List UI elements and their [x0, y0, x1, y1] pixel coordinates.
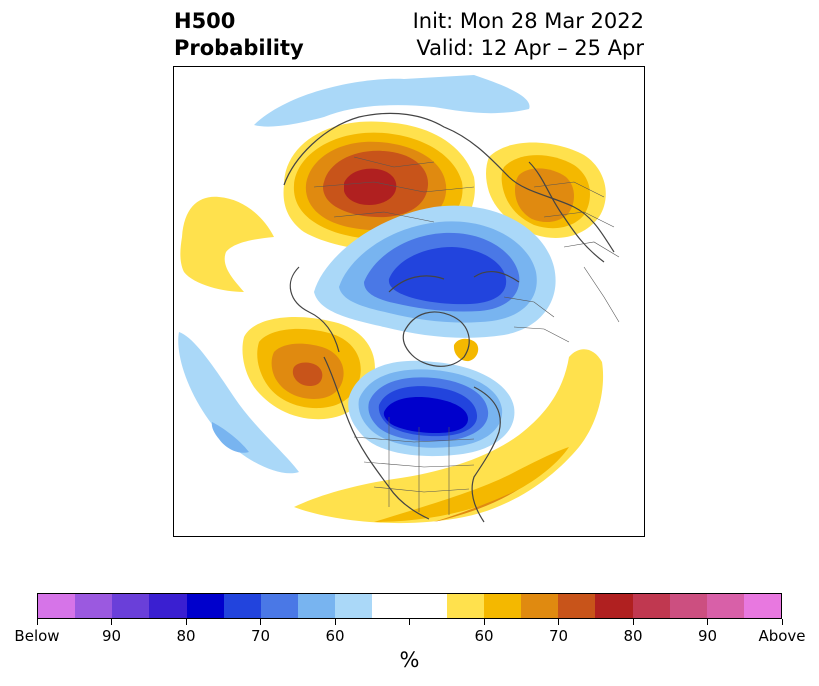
- colorbar-swatch: [743, 594, 782, 618]
- colorbar-swatch: [706, 594, 744, 618]
- blue-anomaly-southwest: [178, 332, 299, 474]
- colorbar-tick: [185, 619, 187, 625]
- colorbar-tick-label: 80: [176, 627, 196, 645]
- colorbar-swatch: [260, 594, 299, 618]
- coast-greenland: [402, 311, 470, 367]
- colorbar-swatch: [632, 594, 670, 618]
- coast-europe: [528, 161, 605, 263]
- warm-anomaly-south: [294, 349, 604, 524]
- borders: [313, 156, 620, 515]
- colorbar-tick: [409, 619, 410, 625]
- coast-eurasia: [283, 112, 615, 253]
- warm-pac-rust: [292, 362, 323, 387]
- colorbar-swatch: [558, 594, 596, 618]
- map-gap: [174, 285, 180, 315]
- colorbar-tick-label: 60: [474, 627, 494, 645]
- colorbar-swatch: [521, 594, 559, 618]
- blue-arctic-deep: [388, 247, 507, 305]
- coast-north-america-east: [471, 386, 501, 523]
- colorbar-swatch: [446, 594, 484, 618]
- colorbar-tick: [334, 619, 336, 625]
- colorbar-tick: [632, 619, 634, 625]
- colorbar-tick-label: 90: [101, 627, 122, 645]
- title-left: H500 Probability: [174, 8, 304, 62]
- colorbar-swatch: [335, 594, 373, 618]
- colorbar-tick-label: 70: [548, 627, 569, 645]
- blue-anomaly-arctic: [314, 205, 556, 338]
- colorbar-tick: [483, 619, 485, 625]
- colorbar-tick-label: 80: [623, 627, 643, 645]
- colorbar-swatch: [372, 594, 410, 618]
- colorbar-tick-label: 70: [250, 627, 271, 645]
- title-right: Init: Mon 28 Mar 2022 Valid: 12 Apr – 25…: [413, 8, 644, 62]
- colorbar-swatch: [112, 594, 150, 618]
- polar-map: [174, 75, 620, 524]
- colorbar-swatch: [298, 594, 336, 618]
- border-lines-2: [353, 417, 475, 515]
- warm-anomaly-pacific: [242, 317, 479, 420]
- coast-arctic-islands: [388, 270, 520, 293]
- colorbar-tick: [781, 619, 783, 625]
- colorbar: [37, 593, 782, 619]
- colorbar-swatch: [38, 594, 76, 618]
- blue-na-core: [383, 397, 468, 433]
- colorbar-swatch: [223, 594, 261, 618]
- colorbar-tick-label: Below: [14, 627, 60, 645]
- colorbar-tick: [111, 619, 112, 625]
- colorbar-tick-label: 90: [697, 627, 718, 645]
- warm-anomaly-northeast: [486, 142, 606, 238]
- blue-sw-mid: [211, 422, 249, 453]
- blue-anomaly-north: [254, 75, 530, 127]
- colorbar-swatch: [186, 594, 224, 618]
- colorbar-tick: [260, 619, 261, 625]
- coast-north-america-west: [323, 356, 430, 520]
- blue-sw-light: [178, 332, 299, 474]
- title-type: Probability: [174, 36, 304, 60]
- colorbar-swatch: [409, 594, 447, 618]
- blue-north-light: [254, 75, 530, 127]
- colorbar-tick: [36, 619, 38, 625]
- colorbar-swatch: [483, 594, 522, 618]
- colorbar-tick-label: Above: [758, 627, 806, 645]
- warm-small-gold: [453, 338, 479, 362]
- colorbar-swatch: [595, 594, 633, 618]
- coastlines: [283, 112, 615, 523]
- map-panel: [173, 66, 645, 537]
- colorbar-swatch: [149, 594, 187, 618]
- coast-asia-east: [289, 266, 340, 353]
- colorbar-tick-label: 60: [325, 627, 345, 645]
- colorbar-swatch: [75, 594, 113, 618]
- colorbar-tick: [558, 619, 559, 625]
- blue-anomaly-north-america: [348, 360, 515, 457]
- colorbar-tick: [707, 619, 708, 625]
- warm-nw-red: [344, 168, 397, 205]
- warm-west-yellow: [180, 196, 274, 292]
- init-date: Init: Mon 28 Mar 2022: [412, 9, 644, 33]
- border-lines-3: [533, 181, 620, 323]
- colorbar-swatch: [669, 594, 707, 618]
- valid-range: Valid: 12 Apr – 25 Apr: [416, 36, 644, 60]
- warm-south-gold: [374, 447, 569, 522]
- title-variable: H500: [174, 9, 236, 33]
- warm-anomaly-west: [180, 196, 274, 292]
- colorbar-label: %: [399, 648, 420, 672]
- border-lines-1: [313, 156, 475, 223]
- border-lines-4: [503, 296, 570, 343]
